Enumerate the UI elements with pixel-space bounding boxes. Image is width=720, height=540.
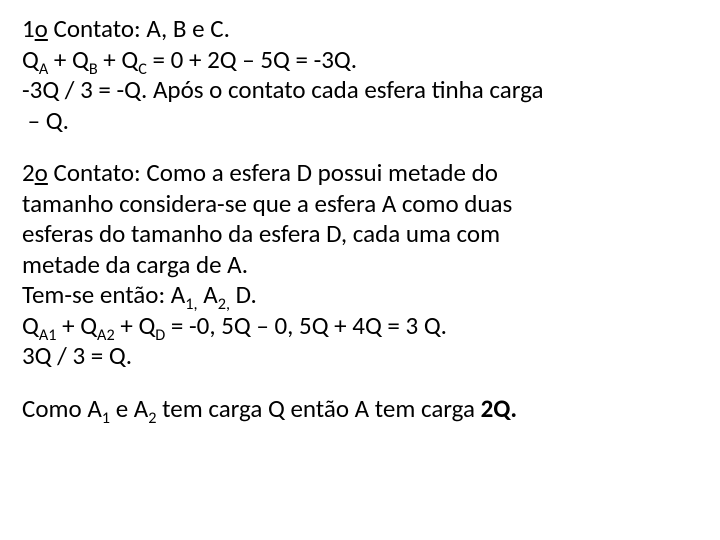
paragraph-2-line-3: esferas do tamanho da esfera D, cada uma… — [22, 219, 698, 250]
paragraph-1-line-4: – Q. — [22, 106, 698, 137]
paragraph-2-line-4: metade da carga de A. — [22, 250, 698, 281]
paragraph-1-line-1: 1o Contato: A, B e C. — [22, 14, 698, 45]
bold-result: 2Q. — [481, 393, 518, 424]
paragraph-2-line-2: tamanho considera-se que a esfera A como… — [22, 189, 698, 220]
paragraph-1-line-2: QA + QB + QC = 0 + 2Q – 5Q = -3Q. — [22, 45, 698, 76]
paragraph-1-line-3: -3Q / 3 = -Q. Após o contato cada esfera… — [22, 75, 698, 106]
paragraph-2-line-1: 2o Contato: Como a esfera D possui metad… — [22, 158, 698, 189]
paragraph-2-line-5: Tem-se então: A1, A2, D. — [22, 280, 698, 311]
paragraph-spacer — [22, 136, 698, 158]
paragraph-3-line-1: Como A1 e A2 tem carga Q então A tem car… — [22, 394, 698, 425]
paragraph-spacer — [22, 372, 698, 394]
paragraph-2-line-6: QA1 + QA2 + QD = -0, 5Q – 0, 5Q + 4Q = 3… — [22, 311, 698, 342]
paragraph-2-line-7: 3Q / 3 = Q. — [22, 341, 698, 372]
